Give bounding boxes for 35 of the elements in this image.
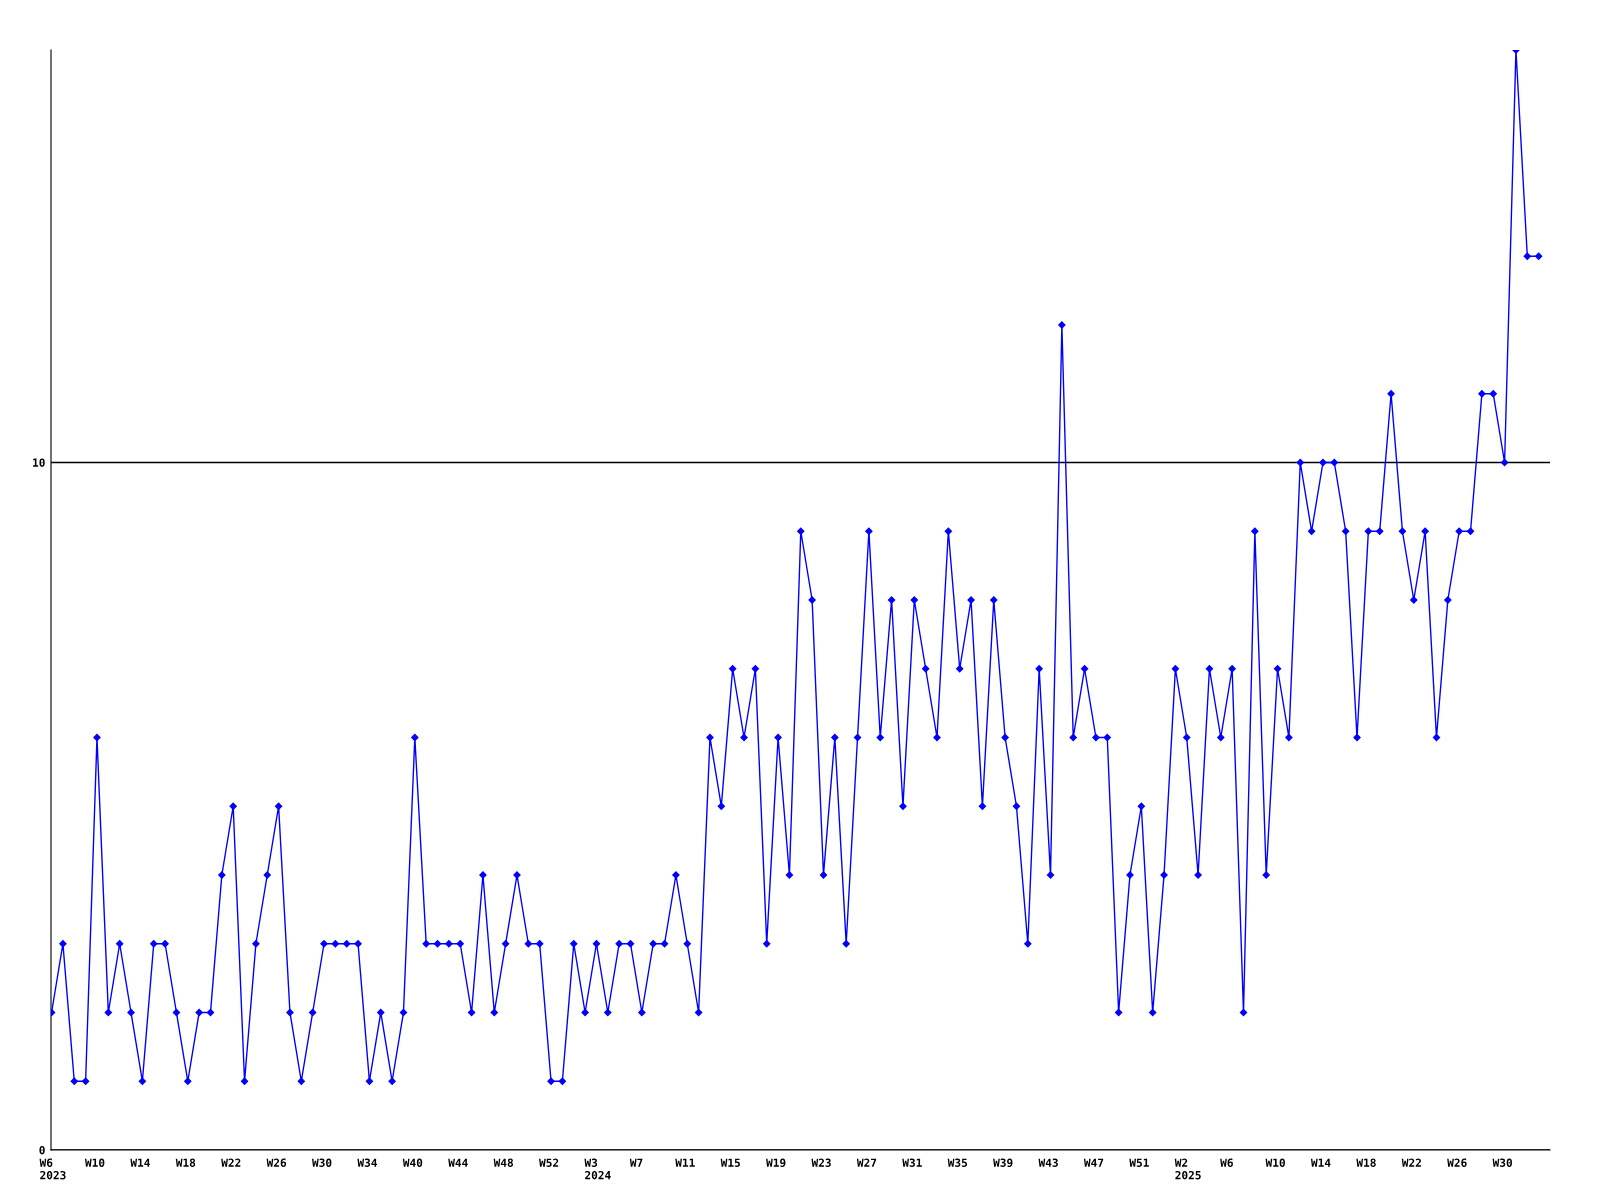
x-tick-label: W35	[947, 1158, 968, 1167]
x-tick-label: W19	[766, 1158, 786, 1167]
x-tick-label: W2 2025	[1174, 1158, 1201, 1180]
x-tick-label: W14	[130, 1158, 150, 1167]
x-tick-label: W7	[629, 1158, 643, 1167]
x-tick-label: W26	[1447, 1158, 1467, 1167]
y-tick-label: 10	[33, 458, 45, 467]
x-tick-label: W6	[1220, 1158, 1233, 1167]
x-tick-label: W48	[493, 1158, 514, 1167]
x-tick-label: W18	[1356, 1158, 1376, 1167]
x-tick-label: W30	[1492, 1158, 1512, 1167]
x-tick-label: W27	[856, 1158, 877, 1167]
x-tick-label: W30	[312, 1158, 332, 1167]
x-tick-label: W11	[675, 1158, 695, 1167]
x-tick-label: W23	[811, 1158, 831, 1167]
x-tick-label: W10	[1265, 1158, 1285, 1167]
x-tick-label: W15	[720, 1158, 740, 1167]
x-tick-label: W39	[993, 1158, 1013, 1167]
x-tick-label: W44	[448, 1158, 468, 1167]
x-tick-label: W31	[902, 1158, 922, 1167]
x-tick-label: W43	[1038, 1158, 1058, 1167]
x-tick-label: W22	[1401, 1158, 1421, 1167]
x-tick-label: W40	[402, 1158, 423, 1167]
y-tick-label: 0	[39, 1145, 45, 1155]
x-tick-label: W22	[221, 1158, 241, 1167]
x-tick-label: W3 2024	[584, 1158, 611, 1180]
x-tick-label: W51	[1129, 1158, 1149, 1167]
x-tick-label: W47	[1083, 1158, 1104, 1167]
x-tick-label: W34	[357, 1158, 377, 1167]
x-tick-label: W26	[266, 1158, 287, 1167]
x-tick-label: W18	[175, 1158, 196, 1167]
x-tick-label: W10	[84, 1158, 105, 1167]
x-tick-label: W52	[539, 1158, 559, 1167]
x-tick-label: W6 2023	[39, 1158, 66, 1180]
x-tick-label: W14	[1310, 1158, 1331, 1167]
